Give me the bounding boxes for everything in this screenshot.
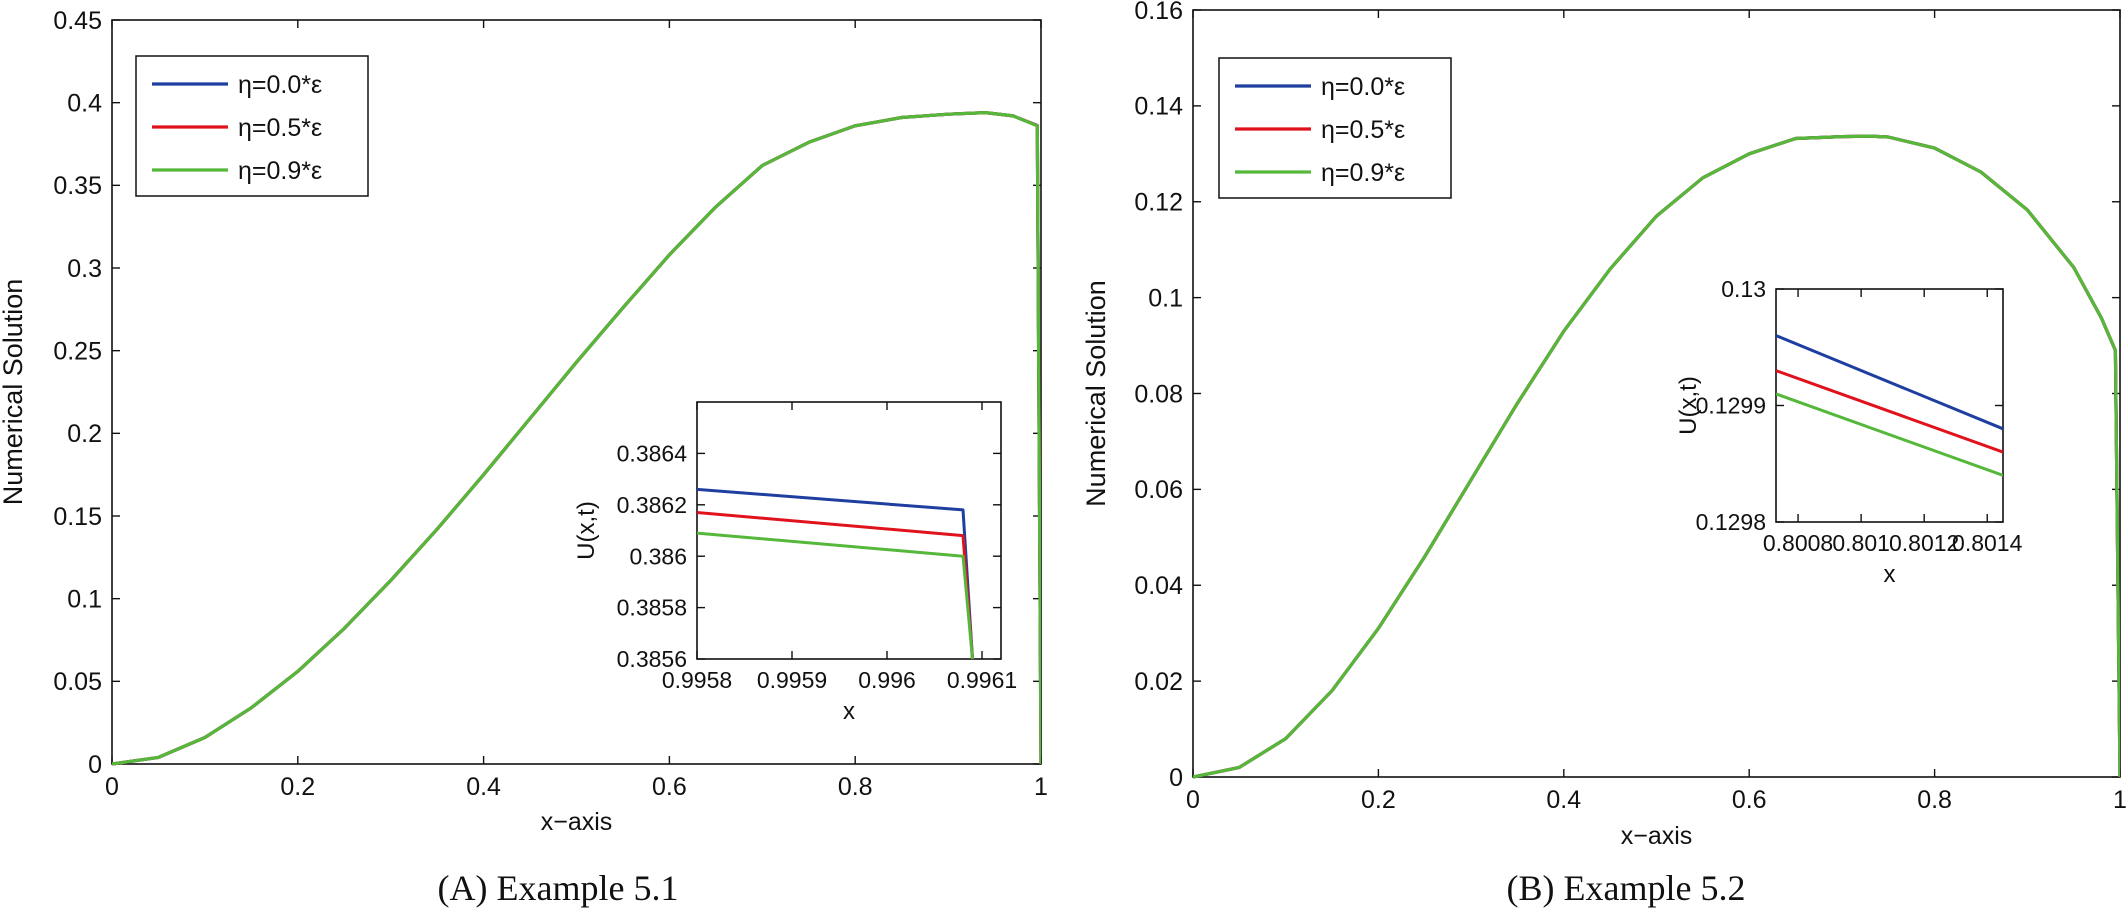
panel-a-inset-group: 0.9958 0.9959 0.996 0.9961 0.3856 0.3858 0.386… [617,401,1017,693]
panel-a-inset-xtick-label: 0.9959 [757,667,827,693]
panel-b-main-xtick-label: 0.8 [1917,786,1952,814]
panel-a-inset-ytick-label: 0.3864 [617,440,688,466]
panel-a-inset-xlabel: x [843,698,855,725]
panel-a-inset-ylabel: U(x,t) [573,501,600,560]
panel-b-ylabel: Numerical Solution [1081,280,1111,507]
panel-b-inset-xlabel: x [1884,561,1896,588]
panel-a-inset-xtick-label: 0.9961 [947,667,1017,693]
panel-b-main-ytick-label: 0.02 [1134,668,1183,696]
panel-a-main-xtick-label: 1 [1034,773,1048,801]
panel-a-main-xtick-label: 0.2 [280,773,315,801]
panel-a-caption: (A) Example 5.1 [438,868,679,908]
panel-b-inset-ytick-label: 0.13 [1721,276,1766,302]
panel-a-main-series-line-2 [112,110,1041,766]
panel-b-main-ytick-label: 0.08 [1134,380,1183,408]
panel-b-main-ytick-label: 0.06 [1134,476,1183,504]
panel-a-main-ytick-label: 0.15 [53,503,102,531]
panel-a-main-ytick-label: 0 [88,751,102,779]
panel-a-main-ytick-label: 0.1 [67,585,102,613]
panel-b-main-ytick-label: 0.16 [1134,0,1183,25]
panel-b-main-ytick-label: 0.14 [1134,93,1183,121]
panel-b-inset-series-line-1 [1776,369,2003,454]
panel-a-inset-series-line-2 [697,531,974,660]
panel-a-inset-xtick-label: 0.996 [858,667,916,693]
panel-a-main-ytick-label: 0.3 [67,255,102,283]
panel-b-main-xtick-label: 0.2 [1361,786,1396,814]
panel-a-inset-xtick-label: 0.9958 [662,667,732,693]
panel-a-main-xtick-label: 0.4 [466,773,501,801]
panel-b-legend-label-0: η=0.0*ε [1321,73,1405,101]
panel-b-main-xtick-label: 1 [2113,786,2127,814]
panel-a-main-xtick-label: 0.8 [838,773,873,801]
panel-b-main-ytick-label: 0.1 [1148,284,1183,312]
panel-a-legend-label-0: η=0.0*ε [238,71,322,99]
panel-a-main-xtick-label: 0 [105,773,119,801]
panel-b-main-series-line-2 [1193,134,2120,779]
panel-a-inset-ytick-label: 0.3858 [617,595,687,621]
panel-b-inset-frame [1775,288,2004,523]
panel-b-inset-ylabel: U(x,t) [1675,376,1702,435]
panel-b-main-ytick-label: 0 [1169,764,1183,792]
panel-a-inset-frame [696,401,1002,660]
panel-a-legend-label-1: η=0.5*ε [238,114,322,142]
panel-a-inset-ytick-label: 0.3856 [617,646,687,672]
panel-a-inset-ytick-label: 0.3862 [617,492,687,518]
panel-b-inset-xtick-label: 0.8012 [1889,530,1959,556]
panel-a-xlabel: x−axis [541,808,613,836]
panel-a-main-ytick-label: 0.4 [67,89,102,117]
panel-a-main-ytick-label: 0.2 [67,420,102,448]
panel-a-legend-label-2: η=0.9*ε [238,157,322,185]
panel-b-main-xtick-label: 0 [1186,786,1200,814]
panel-a-main-ytick-label: 0.05 [53,668,102,696]
panel-a-main-ytick-label: 0.35 [53,172,102,200]
panel-a-inset-ytick-label: 0.386 [629,543,687,569]
panel-b-legend-label-1: η=0.5*ε [1321,116,1405,144]
panel-b-main-xtick-label: 0.6 [1732,786,1767,814]
panel-a-main-ytick-label: 0.45 [53,7,102,35]
panel-b-main-ytick-label: 0.04 [1134,572,1183,600]
panel-b-inset-xtick-label: 0.8014 [1952,530,2023,556]
panel-a-main-ytick-label: 0.25 [53,337,102,365]
panel-b-caption: (B) Example 5.2 [1507,868,1746,908]
panel-b-inset-series-line-0 [1776,334,2003,431]
panel-b-inset-ytick-label: 0.1299 [1696,393,1766,419]
panel-b-inset-ytick-label: 0.1298 [1696,509,1766,535]
panel-a-main-xtick-label: 0.6 [652,773,687,801]
panel-b-xlabel: x−axis [1621,822,1693,850]
panel-b-main-ytick-label: 0.12 [1134,189,1183,217]
panel-b-inset-xtick-label: 0.801 [1832,530,1890,556]
panel-b-inset-xtick-label: 0.8008 [1763,530,1833,556]
panel-a-ylabel: Numerical Solution [0,279,28,506]
panel-b-inset-series-line-2 [1776,392,2003,477]
panel-b-main-xtick-label: 0.4 [1546,786,1581,814]
panel-b-legend-label-2: η=0.9*ε [1321,159,1405,187]
